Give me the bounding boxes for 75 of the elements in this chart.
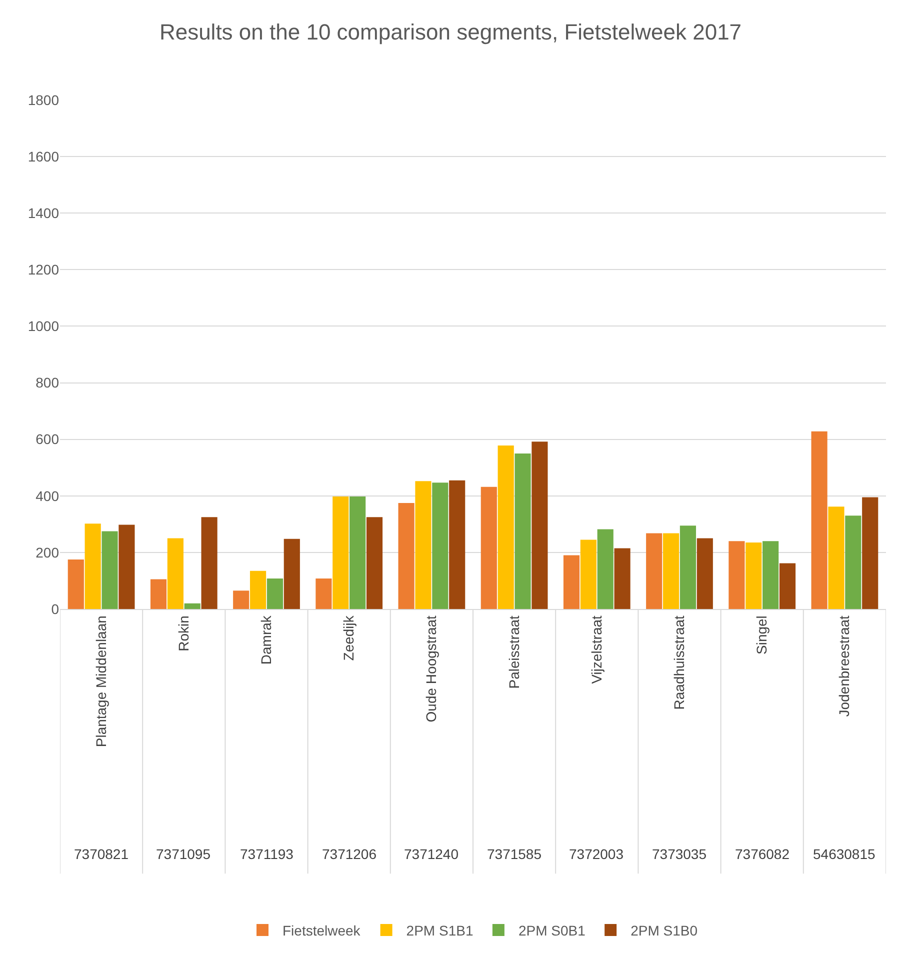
x-tick-label: Rokin [175,616,192,652]
text: 7371206 [322,846,377,862]
bar [415,481,432,609]
bar [845,516,862,609]
bar [250,570,266,609]
bar [266,578,284,609]
bar [350,496,366,609]
bar [167,538,184,609]
bar [580,540,596,609]
bar [284,538,300,609]
bar [746,542,762,609]
x-tick-label: Paleisstraat [506,616,522,689]
y-tick-label: 400 [36,488,60,504]
y-tick-label: 1600 [28,148,60,164]
bar [811,431,828,609]
y-tick-label: 1000 [28,318,60,334]
y-tick-label: 0 [51,600,60,617]
legend-label: 2PM S1B0 [630,922,698,938]
text: 7371240 [404,846,459,862]
y-tick-label: 1800 [28,92,60,108]
bar [498,446,514,609]
x-tick-label: Plantage Middenlaan [92,616,109,748]
bar [862,497,878,609]
y-tick-label: 1400 [28,205,60,222]
bar [696,538,713,609]
bar [563,555,580,609]
legend-label: 2PM S0B1 [518,922,586,938]
x-tick-label: Jodenbreestraat [836,616,852,717]
bar [84,524,101,609]
bar [68,560,84,609]
bar [762,541,779,609]
bar [316,578,332,609]
text: 7376082 [735,846,790,862]
bar [779,563,796,609]
bar [150,579,167,609]
bar [728,541,745,609]
bar [432,482,448,609]
legend-label: Fietstelweek [282,922,362,938]
bar [184,603,200,609]
x-tick-label: Damrak [258,614,274,665]
bar [614,548,630,609]
bar [332,496,349,609]
bar [532,442,548,609]
x-tick-label: Zeedijk [340,614,357,661]
bar [201,517,218,609]
bar [366,517,383,609]
bar [118,524,135,609]
x-tick-label: Oude Hoogstraat [423,615,440,722]
bar [480,486,497,609]
bar [597,529,614,609]
x-tick-label: Singel [754,616,770,655]
y-tick-label: 200 [36,544,60,560]
bar [646,533,662,609]
bar [449,480,466,609]
text: 7371193 [240,846,294,862]
y-tick-label: 600 [36,431,60,448]
y-tick-label: 1200 [28,262,60,278]
bar [662,533,680,609]
text: 7373035 [652,846,707,862]
bar [102,531,118,609]
chart-title: Results on the 10 comparison segments, Fietstelweek 2017 [159,19,742,44]
bar [233,590,250,609]
text: 54630815 [813,846,876,862]
x-tick-label: Raadhuisstraat [671,615,688,710]
text: 7371095 [156,846,211,862]
text: 7370821 [74,846,129,862]
legend-label: 2PM S1B1 [406,922,474,938]
bar [514,453,531,609]
bar [828,506,844,609]
bar [398,502,414,609]
text: 7371585 [487,846,542,862]
text: 7372003 [569,846,624,862]
x-tick-label: Vijzelstraat [588,615,604,684]
y-tick-label: 800 [36,374,60,391]
bar [680,526,696,609]
